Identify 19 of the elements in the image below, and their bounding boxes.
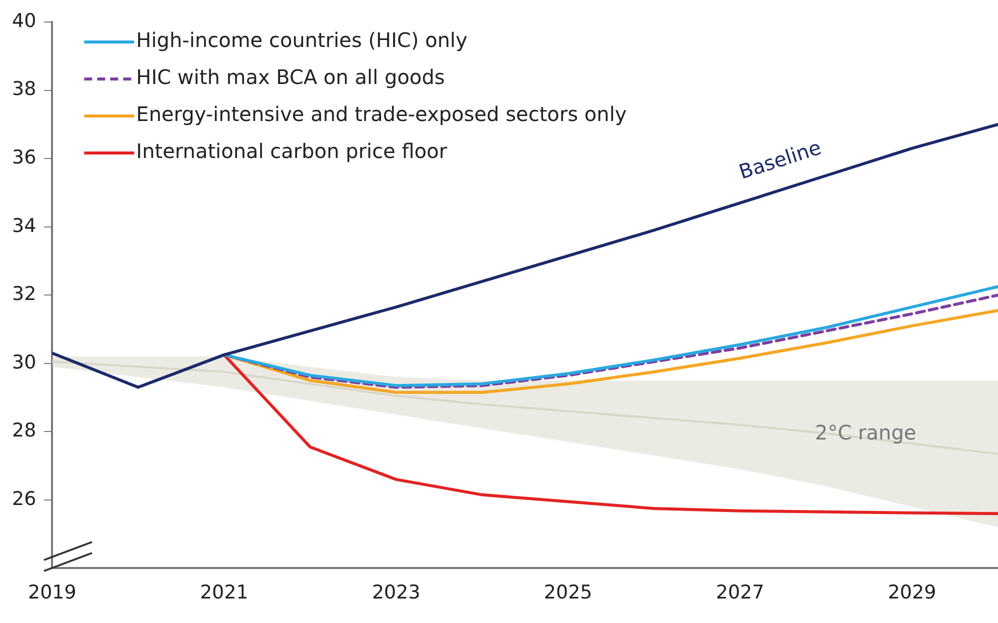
- legend-label: HIC with max BCA on all goods: [136, 65, 445, 90]
- x-tick-label: 2027: [716, 582, 764, 604]
- y-tick-label: 32: [12, 283, 36, 306]
- x-tick-label: 2025: [544, 582, 592, 604]
- legend-label: Energy-intensive and trade-exposed sectors only: [136, 102, 627, 126]
- y-tick-label: 36: [12, 146, 36, 168]
- x-tick-label: 2029: [888, 582, 936, 604]
- x-tick-label: 2021: [200, 582, 248, 604]
- y-tick-label: 26: [12, 488, 36, 510]
- y-tick-label: 40: [12, 10, 36, 32]
- y-tick-label: 28: [12, 420, 36, 442]
- x-tick-label: 2023: [372, 582, 420, 604]
- y-tick-label: 34: [12, 214, 36, 237]
- y-tick-label: 38: [12, 78, 36, 100]
- x-tick-label: 2019: [28, 582, 76, 604]
- annotation: 2°C range: [814, 420, 916, 445]
- legend-label: International carbon price floor: [136, 139, 448, 164]
- y-tick-label: 30: [12, 351, 36, 374]
- legend-label: High-income countries (HIC) only: [136, 28, 468, 52]
